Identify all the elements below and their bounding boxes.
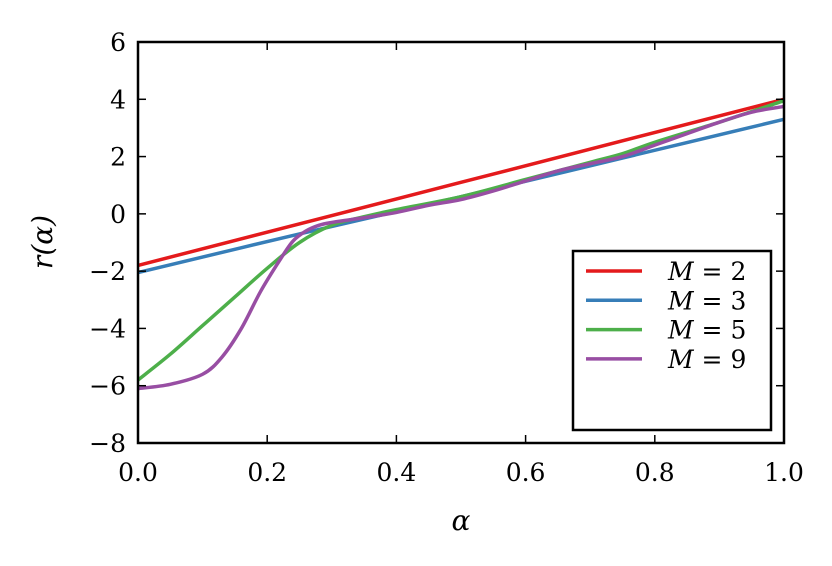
- legend-box: [571, 249, 773, 432]
- y-tick-label: 0: [110, 200, 126, 229]
- legend-label: M = 2: [667, 257, 746, 286]
- x-tick-label: 0.6: [506, 458, 546, 487]
- legend-label: M = 5: [667, 316, 746, 345]
- y-tick-label: 6: [110, 28, 126, 57]
- plot-frame: [136, 40, 786, 445]
- y-tick-label: −8: [89, 429, 126, 458]
- legend: M = 2M = 3M = 5M = 9: [571, 249, 773, 432]
- series-line-m2: [137, 97, 785, 268]
- x-tick-label: 1.0: [764, 458, 804, 487]
- x-tick-label: 0.0: [118, 458, 158, 487]
- x-tick-label: 0.8: [635, 458, 675, 487]
- series-line-m5: [136, 99, 785, 382]
- y-axis-label: r(α): [26, 215, 59, 269]
- legend-label: M = 9: [667, 345, 746, 374]
- x-tick-label: 0.2: [247, 458, 287, 487]
- y-tick-label: −2: [89, 257, 126, 286]
- legend-label: M = 3: [667, 286, 746, 315]
- y-tick-label: 2: [110, 143, 126, 172]
- y-tick-label: −4: [89, 314, 126, 343]
- y-tick-label: 4: [110, 85, 126, 114]
- series-line-m9: [137, 104, 785, 391]
- y-tick-label: −6: [89, 372, 126, 401]
- x-tick-label: 0.4: [377, 458, 417, 487]
- series-layer: [136, 97, 785, 391]
- ticks-layer: 0.0 0.2 0.4 0.6 0.8 1.0 −8 −6 −4 −2 0 2 4 6: [89, 28, 804, 487]
- x-axis-label: α: [452, 504, 471, 537]
